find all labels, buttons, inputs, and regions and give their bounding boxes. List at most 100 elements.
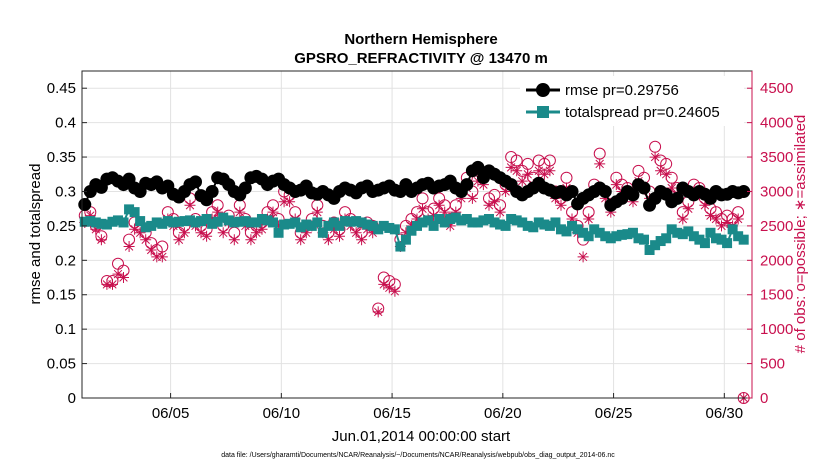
assimilated-point [439,206,451,218]
totalspread-point [212,216,223,227]
totalspread-point [218,212,229,223]
totalspread-point [639,234,650,245]
assimilated-point [505,161,517,173]
assimilated-point [677,213,689,225]
totalspread-point [699,238,710,249]
assimilated-point [511,165,523,177]
totalspread-point [112,215,123,226]
totalspread-point [417,217,428,228]
totalspread-point [711,233,722,244]
assimilated-point [129,223,141,235]
totalspread-point [118,217,129,228]
y-tick-label-left: 0.25 [47,218,76,235]
totalspread-point [229,217,240,228]
totalspread-point [140,222,151,233]
chart-title-line-2: GPSRO_REFRACTIVITY @ 13470 m [294,50,548,67]
totalspread-point [351,216,362,227]
assimilated-point [555,199,567,211]
x-tick-label: 06/20 [484,405,522,422]
assimilated-point [599,192,611,204]
assimilated-point [533,165,545,177]
assimilated-point [455,192,467,204]
totalspread-point [373,224,384,235]
assimilated-point [90,223,102,235]
assimilated-point [494,206,506,218]
totalspread-point [107,216,118,227]
totalspread-point [561,226,572,237]
y-tick-label-left: 0.1 [55,321,76,338]
totalspread-point [550,217,561,228]
totalspread-point [478,215,489,226]
x-tick-label: 06/15 [373,405,411,422]
y-tick-label-left: 0.15 [47,287,76,304]
x-tick-label: 06/25 [595,405,633,422]
y-tick-label-left: 0.4 [55,115,76,132]
totalspread-point [733,231,744,242]
assimilated-point [433,199,445,211]
totalspread-point [666,224,677,235]
totalspread-point [146,220,157,231]
totalspread-point [611,231,622,242]
assimilated-point [655,165,667,177]
totalspread-point [716,234,727,245]
assimilated-point [101,278,113,290]
totalspread-point [306,220,317,231]
assimilated-point [483,199,495,211]
assimilated-point [411,213,423,225]
assimilated-point [372,306,384,318]
totalspread-point [389,224,400,235]
axes: 0 0.05 0.1 0.15 0.2 0.25 0.3 0.35 0.4 0.45 06/05 06… [47,71,793,422]
totalspread-point [650,240,661,251]
totalspread-point [517,217,528,228]
totalspread-point [135,216,146,227]
totalspread-point [124,204,135,215]
assimilated-point [522,168,534,180]
y-tick-label-left: 0.05 [47,356,76,373]
totalspread-point [677,229,688,240]
totalspread-point [589,224,600,235]
totalspread-point [79,216,90,227]
assimilated-point [234,206,246,218]
legend: rmse pr=0.29756 totalspread pr=0.24605 [520,76,744,126]
totalspread-point [567,220,578,231]
assimilated-point [284,196,296,208]
assimilated-point [627,196,639,208]
assimilated-point [544,165,556,177]
assimilated-point [649,151,661,163]
assimilated-point [538,168,550,180]
totalspread-point [290,217,301,228]
assimilated-point [660,168,672,180]
series-totalspread [79,204,749,255]
rmse-point [205,184,219,198]
assimilated-point [610,179,622,191]
totalspread-point [506,214,517,225]
legend-rmse-label: rmse pr=0.29756 [565,82,679,99]
totalspread-point [395,241,406,252]
assimilated-point [118,272,129,283]
totalspread-point [483,214,494,225]
totalspread-point [184,215,195,226]
x-tick-label: 06/30 [706,405,744,422]
totalspread-point [273,227,284,238]
totalspread-point [461,214,472,225]
assimilated-point [356,234,368,246]
assimilated-point [178,227,190,239]
series-rmse [78,160,751,212]
assimilated-point [577,251,589,263]
y-tick-label-right: 3500 [760,149,793,166]
totalspread-point [256,214,267,225]
y-tick-label-left: 0.45 [47,80,76,97]
totalspread-point [317,227,328,238]
totalspread-point [223,215,234,226]
assimilated-point [477,179,489,191]
y-tick-label-right: 0 [760,390,768,407]
assimilated-point [367,227,379,239]
assimilated-point [566,213,578,225]
totalspread-point [328,217,339,228]
assimilated-point [201,230,213,242]
assimilated-point [217,227,229,239]
assimilated-point [583,213,595,225]
totalspread-point [450,212,461,223]
totalspread-point [262,215,273,226]
rmse-point [626,188,640,202]
